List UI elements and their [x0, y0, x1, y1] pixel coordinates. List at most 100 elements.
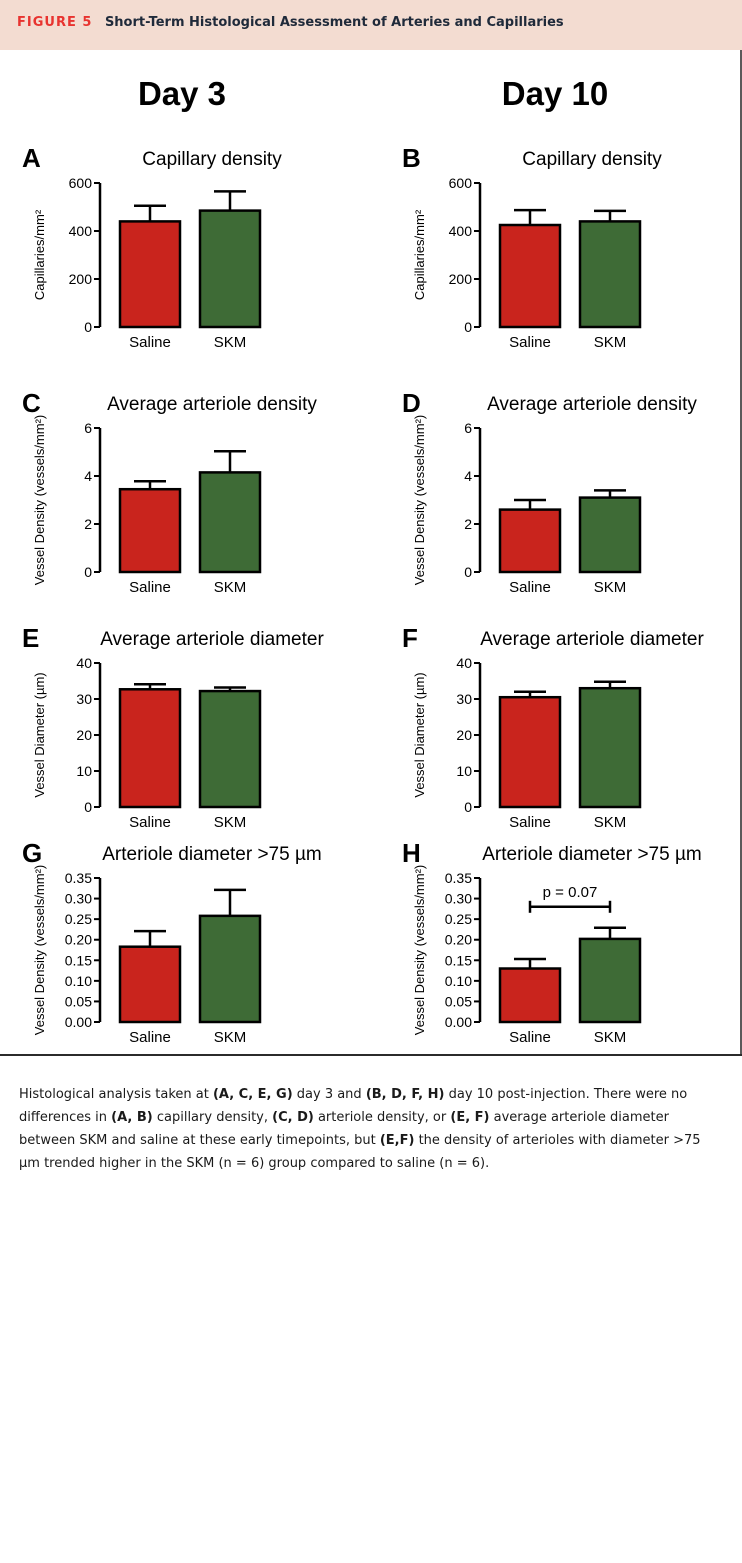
y-tick-label: 0.10: [65, 973, 92, 989]
chart-title: Arteriole diameter >75 µm: [102, 844, 322, 865]
y-axis-label: Vessel Density (vessels/mm²): [32, 415, 47, 585]
caption-divider: [0, 1054, 742, 1056]
y-axis-label: Vessel Density (vessels/mm²): [412, 415, 427, 585]
chart-title: Average arteriole density: [487, 394, 697, 415]
bar-skm: [198, 689, 262, 809]
caption-panel-ref: (B, D, F, H): [365, 1087, 445, 1102]
bar-chart-e: E Average arteriole diameter Vessel Diamet…: [22, 623, 324, 831]
panel-letter: E: [22, 623, 39, 653]
day-10-heading: Day 10: [501, 75, 609, 112]
y-tick-label: 4: [84, 468, 92, 484]
bar-saline: [498, 508, 562, 574]
figure-right-border: [740, 50, 742, 1055]
y-tick-label: 0.20: [445, 932, 472, 948]
bar-chart-b: B Capillary density Capillaries/mm² 0 200 400…: [402, 143, 662, 351]
panel-d: D Average arteriole density Vessel Density…: [400, 380, 742, 610]
bar-skm: [578, 937, 642, 1024]
y-tick-label: 0.05: [65, 993, 92, 1009]
y-tick-label: 6: [84, 420, 92, 436]
panel-letter: G: [22, 838, 42, 868]
caption-panel-ref: (A, B): [111, 1110, 153, 1125]
y-axis-label: Vessel Diameter (µm): [412, 672, 427, 797]
caption-text: day 10 post-injection. There were no dif…: [19, 1087, 688, 1125]
x-tick-label: SKM: [594, 334, 627, 351]
chart-title: Average arteriole density: [107, 394, 317, 415]
panel-letter: D: [402, 388, 421, 418]
y-axis-label: Capillaries/mm²: [412, 209, 427, 300]
y-tick-label: 0: [84, 799, 92, 815]
caption-text: average arteriole diameter between SKM a…: [19, 1110, 669, 1148]
figure-caption: Histological analysis taken at (A, C, E,…: [19, 1083, 719, 1175]
y-tick-label: 0.20: [65, 932, 92, 948]
y-tick-label: 200: [449, 271, 473, 287]
bar-skm: [198, 209, 262, 329]
x-tick-label: Saline: [509, 1029, 551, 1046]
x-tick-label: SKM: [214, 1029, 247, 1046]
y-tick-label: 400: [69, 223, 93, 239]
x-tick-label: Saline: [129, 579, 171, 596]
bar-chart-c: C Average arteriole density Vessel Density…: [22, 388, 317, 596]
y-tick-label: 0: [84, 564, 92, 580]
bar-chart-a: A Capillary density Capillaries/mm² 0 200 400…: [22, 143, 282, 351]
panel-letter: A: [22, 143, 41, 173]
y-tick-label: 600: [449, 175, 473, 191]
panel-letter: F: [402, 623, 418, 653]
panel-letter: C: [22, 388, 41, 418]
caption-panel-ref: (C, D): [272, 1110, 314, 1125]
x-tick-label: Saline: [509, 814, 551, 831]
caption-text: arteriole density, or: [313, 1110, 451, 1125]
x-tick-label: SKM: [594, 1029, 627, 1046]
y-axis-label: Capillaries/mm²: [32, 209, 47, 300]
y-tick-label: 0: [464, 564, 472, 580]
bar-skm: [578, 496, 642, 574]
chart-title: Capillary density: [522, 149, 662, 170]
bar-saline: [498, 223, 562, 329]
p-value-annotation: p = 0.07: [543, 884, 598, 901]
y-tick-label: 0.00: [445, 1014, 472, 1030]
y-tick-label: 0.25: [65, 911, 92, 927]
x-tick-label: SKM: [214, 814, 247, 831]
y-tick-label: 40: [456, 655, 472, 671]
bar-skm: [198, 471, 262, 574]
y-tick-label: 0.05: [445, 993, 472, 1009]
x-tick-label: Saline: [129, 814, 171, 831]
y-tick-label: 0.35: [445, 870, 472, 886]
caption-text: capillary density,: [152, 1110, 273, 1125]
y-tick-label: 600: [69, 175, 93, 191]
y-tick-label: 2: [464, 516, 472, 532]
chart-title: Arteriole diameter >75 µm: [482, 844, 702, 865]
panel-c: C Average arteriole density Vessel Density…: [20, 380, 380, 610]
figure-label: FIGURE 5: [17, 15, 93, 30]
y-tick-label: 10: [456, 763, 472, 779]
panel-letter: B: [402, 143, 421, 173]
bar-chart-f: F Average arteriole diameter Vessel Diamet…: [402, 623, 704, 831]
bar-chart-d: D Average arteriole density Vessel Density…: [402, 388, 697, 596]
bar-saline: [118, 220, 182, 329]
y-tick-label: 400: [449, 223, 473, 239]
x-tick-label: SKM: [594, 579, 627, 596]
y-tick-label: 30: [456, 691, 472, 707]
panel-b: B Capillary density Capillaries/mm² 0 200 400…: [400, 135, 742, 365]
y-tick-label: 4: [464, 468, 472, 484]
y-tick-label: 0.15: [445, 952, 472, 968]
y-tick-label: 0.25: [445, 911, 472, 927]
y-axis-label: Vessel Diameter (µm): [32, 672, 47, 797]
bar-saline: [498, 967, 562, 1024]
y-axis-label: Vessel Density (vessels/mm²): [32, 865, 47, 1035]
caption-text: the density of arterioles with diameter …: [19, 1133, 701, 1171]
day-3-heading: Day 3: [137, 75, 227, 112]
y-tick-label: 0: [84, 319, 92, 335]
y-tick-label: 0: [464, 319, 472, 335]
caption-panel-ref: (E, F): [450, 1110, 490, 1125]
chart-title: Average arteriole diameter: [480, 629, 704, 650]
y-tick-label: 0.15: [65, 952, 92, 968]
y-tick-label: 200: [69, 271, 93, 287]
caption-panel-ref: (E,F): [379, 1133, 415, 1148]
x-tick-label: Saline: [129, 1029, 171, 1046]
figure-title: Short-Term Histological Assessment of Ar…: [104, 15, 564, 30]
y-tick-label: 2: [84, 516, 92, 532]
y-tick-label: 0.10: [445, 973, 472, 989]
panel-e: E Average arteriole diameter Vessel Diamet…: [20, 615, 380, 845]
x-tick-label: Saline: [509, 334, 551, 351]
panel-g: G Arteriole diameter >75 µm Vessel Density…: [20, 830, 380, 1060]
